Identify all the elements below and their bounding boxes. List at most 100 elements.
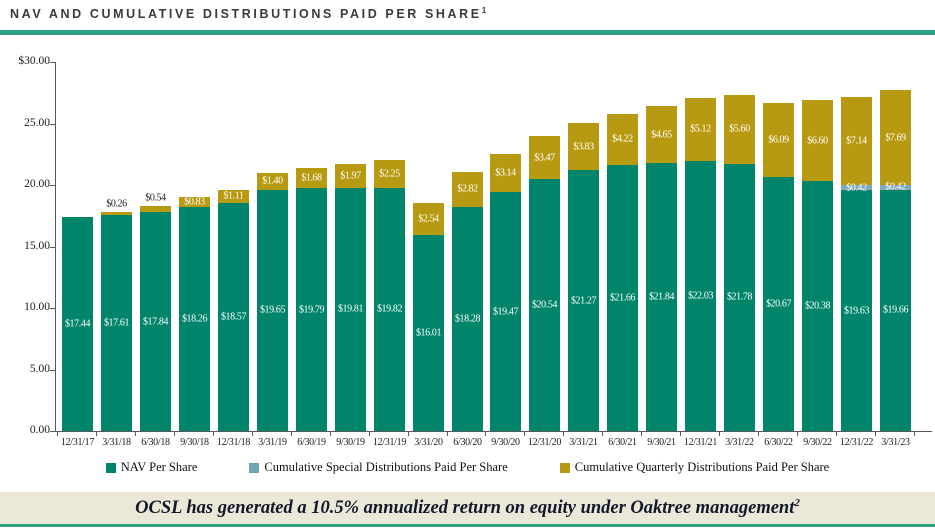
nav-value-label: $19.66 xyxy=(882,304,909,316)
nav-value-label: $21.78 xyxy=(726,291,753,303)
x-axis-tick xyxy=(369,432,370,436)
nav-bar-segment xyxy=(880,189,911,431)
quarterly-value-label: $1.97 xyxy=(340,170,361,182)
x-axis-tick xyxy=(174,432,175,436)
quarterly-value-label: $0.54 xyxy=(145,192,166,204)
x-axis-category-label: 12/31/17 xyxy=(60,437,95,448)
x-axis-tick xyxy=(57,432,58,436)
x-axis-tick xyxy=(135,432,136,436)
y-axis-tick xyxy=(50,431,55,432)
nav-value-label: $21.66 xyxy=(609,292,636,304)
quarterly-distribution-segment xyxy=(802,100,833,181)
y-axis-tick xyxy=(50,246,55,248)
legend-swatch xyxy=(559,462,570,473)
quarterly-value-label: $3.14 xyxy=(495,167,516,179)
nav-value-label: $20.67 xyxy=(765,298,792,310)
x-axis-category-label: 3/31/23 xyxy=(881,437,910,448)
quarterly-distribution-segment xyxy=(607,113,638,166)
y-axis-tick xyxy=(50,185,55,186)
nav-value-label: $16.01 xyxy=(415,327,442,339)
quarterly-distribution-segment xyxy=(374,160,405,188)
y-axis-tick xyxy=(50,369,55,371)
x-axis-category-label: 6/30/20 xyxy=(453,437,482,448)
x-axis-tick xyxy=(719,432,720,436)
quarterly-value-label: $3.83 xyxy=(573,141,594,153)
nav-bar-segment xyxy=(140,212,171,431)
nav-bar-segment xyxy=(646,163,677,431)
x-axis-tick xyxy=(641,432,642,436)
nav-value-label: $17.84 xyxy=(142,316,169,328)
quarterly-distribution-segment xyxy=(685,97,716,161)
quarterly-value-label: $0.26 xyxy=(106,198,127,210)
nav-bar-segment xyxy=(413,234,444,431)
nav-bar-segment xyxy=(607,165,638,431)
x-axis-category-label: 9/30/21 xyxy=(647,437,676,448)
footer-text: OCSL has generated a 10.5% annualized re… xyxy=(135,497,800,519)
title-footnote-marker: 1 xyxy=(481,6,487,15)
y-axis-tick-label: 5.00 xyxy=(29,362,50,375)
x-axis-category-label: 6/30/21 xyxy=(608,437,637,448)
nav-value-label: $18.57 xyxy=(220,311,247,323)
nav-value-label: $19.81 xyxy=(337,303,364,315)
x-axis-category-label: 12/31/21 xyxy=(683,437,718,448)
x-axis-tick xyxy=(291,432,292,436)
nav-value-label: $18.26 xyxy=(181,313,208,325)
nav-value-label: $19.47 xyxy=(492,306,519,318)
quarterly-distribution-segment xyxy=(452,172,483,207)
legend-label: NAV Per Share xyxy=(120,460,198,474)
nav-bar-segment xyxy=(335,187,366,431)
y-axis-tick-label: 20.00 xyxy=(24,178,50,190)
nav-value-label: $20.38 xyxy=(804,300,831,312)
x-axis-category-label: 9/30/19 xyxy=(336,437,365,448)
legend-item: Cumulative Quarterly Distributions Paid … xyxy=(559,460,829,475)
quarterly-value-label: $2.54 xyxy=(418,213,439,225)
legend-swatch xyxy=(105,462,116,473)
y-axis-tick-label: 10.00 xyxy=(24,301,50,313)
nav-bar-segment xyxy=(101,214,132,431)
nav-bar-segment xyxy=(841,190,872,431)
nav-bar-segment xyxy=(296,188,327,431)
y-axis-tick xyxy=(50,308,55,309)
x-axis-category-label: 9/30/20 xyxy=(491,437,520,448)
special-distribution-segment xyxy=(841,185,872,191)
bottom-rule xyxy=(0,524,935,527)
nav-bar-segment xyxy=(529,179,560,431)
x-axis-tick xyxy=(797,432,798,436)
legend-item: Cumulative Special Distributions Paid Pe… xyxy=(249,460,508,475)
nav-value-label: $19.63 xyxy=(843,305,870,317)
quarterly-distribution-segment xyxy=(841,97,872,186)
quarterly-distribution-segment xyxy=(763,102,794,178)
x-axis-tick xyxy=(252,432,253,436)
footer-text-body: OCSL has generated a 10.5% annualized re… xyxy=(135,498,795,519)
x-axis-tick xyxy=(330,432,331,436)
nav-bar-segment xyxy=(452,206,483,431)
quarterly-distribution-segment xyxy=(490,153,521,193)
legend-item: NAV Per Share xyxy=(105,460,198,475)
nav-value-label: $18.28 xyxy=(454,313,481,325)
footer-footnote-marker: 2 xyxy=(794,496,800,509)
x-axis-category-label: 12/31/19 xyxy=(372,437,407,448)
x-axis-category-label: 3/31/22 xyxy=(725,437,754,448)
y-axis-tick-label: 0.00 xyxy=(29,424,50,436)
y-axis-line xyxy=(55,62,56,431)
y-axis-tick xyxy=(50,62,55,63)
quarterly-value-label: $2.25 xyxy=(379,168,400,180)
nav-bar-segment xyxy=(374,187,405,431)
nav-bar-segment xyxy=(568,170,599,431)
page-title-text: NAV AND CUMULATIVE DISTRIBUTIONS PAID PE… xyxy=(10,7,482,22)
quarterly-distribution-segment xyxy=(140,205,171,213)
quarterly-distribution-segment xyxy=(529,136,560,180)
x-axis-tick xyxy=(602,432,603,436)
x-axis-category-label: 6/30/18 xyxy=(141,437,170,448)
nav-bar-segment xyxy=(490,192,521,431)
nav-value-label: $19.82 xyxy=(376,303,403,315)
nav-value-label: $19.65 xyxy=(259,304,286,316)
quarterly-value-label: $6.60 xyxy=(807,135,828,147)
nav-bar-segment xyxy=(802,181,833,431)
x-axis-category-label: 3/31/20 xyxy=(414,437,443,448)
quarterly-value-label: $6.09 xyxy=(768,134,789,146)
x-axis-category-label: 9/30/22 xyxy=(803,437,832,448)
quarterly-value-label: $4.22 xyxy=(612,133,633,145)
y-axis-tick-label: 15.00 xyxy=(24,239,50,252)
